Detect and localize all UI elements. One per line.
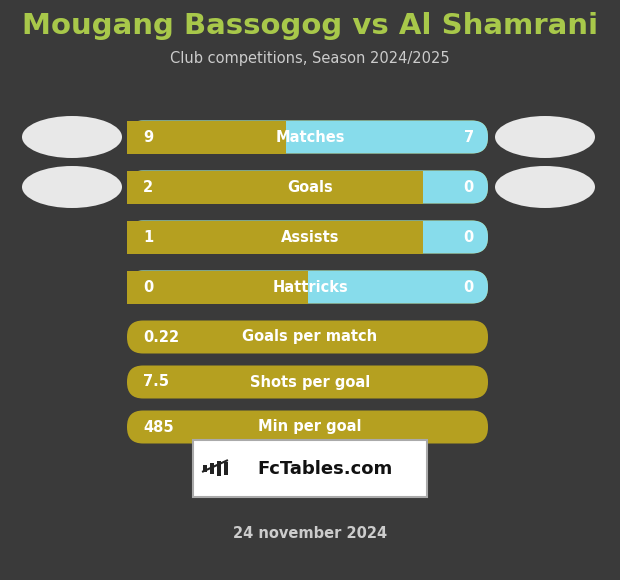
Text: 0.22: 0.22 [143,329,179,345]
Ellipse shape [495,166,595,208]
Text: Shots per goal: Shots per goal [250,375,370,390]
Text: 2: 2 [143,179,153,194]
Bar [217,461,221,476]
Text: 7: 7 [464,129,474,144]
FancyBboxPatch shape [127,171,488,204]
Text: 0: 0 [464,230,474,245]
FancyBboxPatch shape [127,321,488,353]
Text: 7.5: 7.5 [143,375,169,390]
Text: Goals: Goals [287,179,333,194]
Text: Assists: Assists [281,230,339,245]
Text: Club competitions, Season 2024/2025: Club competitions, Season 2024/2025 [170,50,450,66]
Bar [203,465,207,472]
Text: Min per goal: Min per goal [259,419,361,434]
Text: Matches: Matches [275,129,345,144]
Text: 0: 0 [464,179,474,194]
Bar [127,220,423,253]
Text: FcTables.com: FcTables.com [257,459,392,477]
FancyBboxPatch shape [127,365,488,398]
FancyBboxPatch shape [127,171,488,204]
FancyBboxPatch shape [127,270,488,303]
Bar [210,463,214,474]
FancyBboxPatch shape [127,270,488,303]
FancyBboxPatch shape [127,121,488,154]
Text: 9: 9 [143,129,153,144]
Ellipse shape [495,116,595,158]
FancyBboxPatch shape [193,440,427,497]
FancyBboxPatch shape [127,220,488,253]
Text: 485: 485 [143,419,174,434]
Text: 0: 0 [464,280,474,295]
Ellipse shape [22,116,122,158]
Text: Hattricks: Hattricks [272,280,348,295]
Bar [127,121,286,154]
FancyBboxPatch shape [127,121,488,154]
Bar [224,462,228,475]
Bar [127,171,423,204]
Ellipse shape [22,166,122,208]
FancyBboxPatch shape [127,411,488,444]
FancyBboxPatch shape [127,220,488,253]
Bar [127,270,308,303]
Text: Goals per match: Goals per match [242,329,378,345]
Text: 24 november 2024: 24 november 2024 [233,525,387,541]
Text: 1: 1 [143,230,153,245]
Text: Mougang Bassogog vs Al Shamrani: Mougang Bassogog vs Al Shamrani [22,12,598,40]
Text: 0: 0 [143,280,153,295]
